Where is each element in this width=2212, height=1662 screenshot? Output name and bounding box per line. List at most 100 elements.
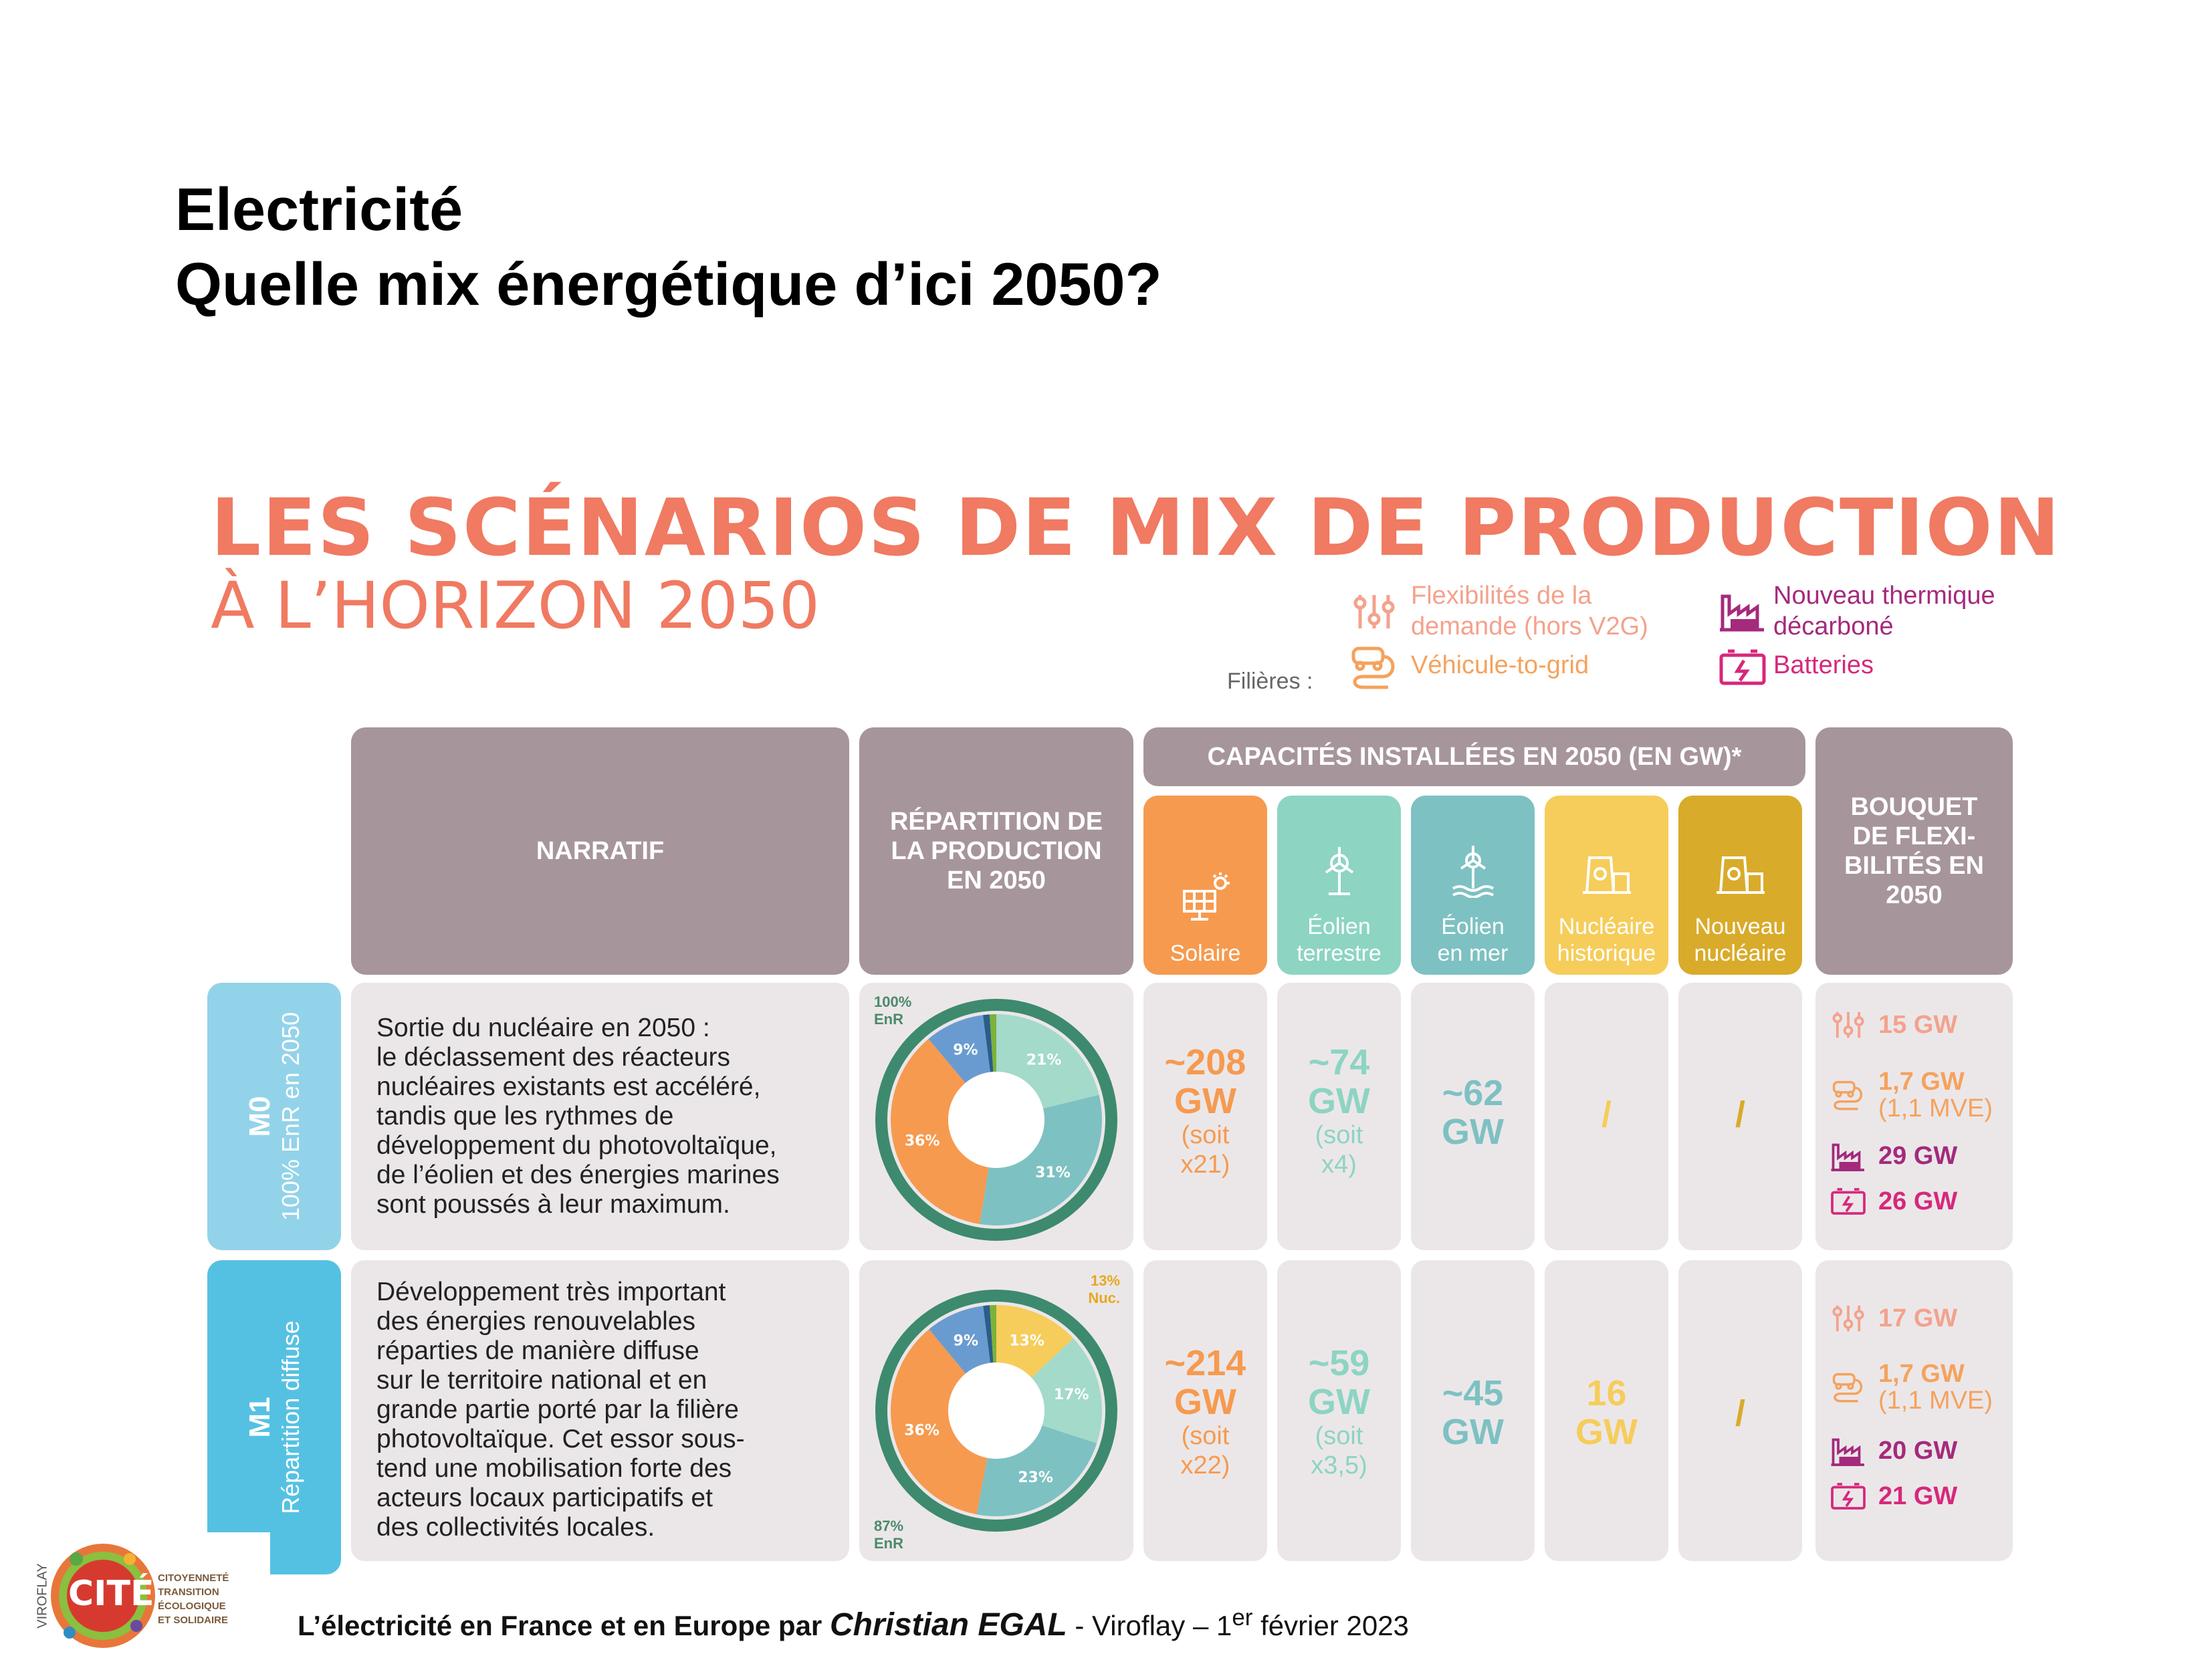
donut-label: 9%: [953, 1042, 978, 1059]
donut-segment: [989, 1014, 996, 1072]
column-nucleaire-historique: Nucléaire historique: [1545, 796, 1668, 975]
legend-v2g: Véhicule-to-grid: [1411, 651, 1589, 679]
scenario-m1-eolien-terrestre-cell: ~59 GW (soit x3,5): [1277, 1260, 1401, 1561]
column-solaire-label: Solaire: [1170, 941, 1241, 966]
narrative-line: grande partie porté par la filière: [376, 1395, 739, 1424]
scenario-m0-donut: 21% 31% 36% 9%: [875, 999, 1117, 1241]
logo-main-text: CITÉS: [68, 1574, 179, 1614]
column-nucleaire-historique-label: Nucléaire: [1558, 914, 1655, 939]
capacity-value: /: [1601, 1094, 1612, 1135]
scenario-m0-donut-top-label: 100% EnR: [874, 993, 912, 1028]
scenario-m1-eolien-mer-cell: ~45 GW: [1411, 1260, 1535, 1561]
v2g-icon: [1832, 1080, 1863, 1110]
capacity-note: (soit: [1181, 1121, 1230, 1149]
donut-label: 31%: [1035, 1165, 1071, 1181]
capacity-note: x4): [1321, 1151, 1357, 1179]
flex-value: 1,7 GW: [1878, 1360, 1965, 1388]
donut-label: 36%: [904, 1423, 939, 1439]
capacity-value: 16: [1586, 1373, 1627, 1413]
scenario-m1-solaire-cell: ~214 GW (soit x22): [1143, 1260, 1267, 1561]
scenario-m0-solaire-cell: ~208 GW (soit x21): [1143, 983, 1267, 1250]
legend-thermal: Nouveau thermique décarboné: [1773, 582, 1995, 640]
slide-title-line-1: Electricité: [175, 176, 463, 243]
donut-segment: [891, 1038, 989, 1225]
narrative-line: développement du photovoltaïque,: [376, 1131, 777, 1160]
infographic-title: LES SCÉNARIOS DE MIX DE PRODUCTION: [211, 481, 2062, 574]
scenario-m0-eolien-terrestre-cell: ~74 GW (soit x4): [1277, 983, 1401, 1250]
capacity-value: ~74: [1308, 1042, 1370, 1082]
column-nouveau-nucleaire-label: Nouveau: [1694, 914, 1786, 939]
header-repartition: RÉPARTITION DE LA PRODUCTION EN 2050: [859, 727, 1133, 975]
header-capacites: CAPACITÉS INSTALLÉES EN 2050 (EN GW)*: [1143, 727, 1805, 786]
flex-value: 15 GW: [1878, 1011, 1958, 1039]
scenario-m1-narrative: Développement très important des énergie…: [376, 1278, 745, 1542]
footer-date: février 2023: [1252, 1610, 1409, 1641]
slide-title: Electricité Quelle mix énergétique d’ici…: [175, 172, 1162, 322]
capacity-value: ~45: [1442, 1373, 1504, 1413]
scenario-m0-name: 100% EnR en 2050: [277, 1012, 304, 1221]
scenario-m0-nucleaire-historique-cell: /: [1545, 983, 1668, 1250]
flex-value: 20 GW: [1878, 1437, 1958, 1465]
battery-icon: [1719, 647, 1767, 687]
donut-segment: [990, 1305, 996, 1363]
donut-segment: [980, 1094, 1102, 1225]
scenario-m1-donut-cell: 13% Nuc. 13% 17% 23% 36% 9% 87% EnR: [859, 1260, 1133, 1561]
capacity-note: x21): [1180, 1151, 1230, 1179]
donut-label: 17%: [1054, 1387, 1089, 1403]
scenario-m0-donut-cell: 100% EnR 21% 31% 36% 9%: [859, 983, 1133, 1250]
header-bouquet: BOUQUET DE FLEXI-BILITÉS EN 2050: [1815, 727, 2013, 975]
column-nouveau-nucleaire-label-2: nucléaire: [1694, 941, 1787, 966]
scenario-m1-donut-bottom-label: 87% EnR: [874, 1518, 904, 1552]
column-eolien-terrestre-label: Éolien: [1307, 914, 1371, 939]
narrative-line: Sortie du nucléaire en 2050 :: [376, 1014, 710, 1042]
capacity-unit: GW: [1174, 1081, 1236, 1121]
capacity-value: ~59: [1308, 1343, 1370, 1383]
donut-segment: [891, 1329, 988, 1515]
narrative-line: des énergies renouvelables: [376, 1307, 695, 1336]
narrative-line: des collectivités locales.: [376, 1513, 655, 1542]
logo-side-text: VIROFLAY: [35, 1563, 50, 1629]
scenario-m0-label: M0 100% EnR en 2050: [207, 983, 341, 1250]
scenario-m1-label: M1 Répartition diffuse: [207, 1260, 341, 1574]
footer-sup: er: [1232, 1605, 1253, 1631]
donut-segment: [996, 1014, 1099, 1109]
logo-tag: TRANSITION ÉCOLOGIQUE: [158, 1586, 226, 1612]
battery-icon: [1831, 1188, 1866, 1215]
column-nouveau-nucleaire: Nouveau nucléaire: [1678, 796, 1802, 975]
v2g-icon: [1348, 643, 1400, 691]
donut-label: 13%: [1009, 1332, 1044, 1349]
donut-segment: [982, 1014, 994, 1072]
capacity-unit: GW: [1575, 1412, 1638, 1452]
flex-value: 29 GW: [1878, 1142, 1958, 1170]
donut-segment: [996, 1305, 1074, 1378]
narrative-line: de l’éolien et des énergies marines: [376, 1161, 780, 1189]
column-eolien-mer: Éolien en mer: [1411, 796, 1535, 975]
donut-segment: [1031, 1338, 1102, 1443]
capacity-unit: GW: [1442, 1412, 1504, 1452]
demand-flex-icon: [1351, 588, 1398, 635]
scenario-m1-nouveau-nucleaire-cell: /: [1678, 1260, 1802, 1561]
cites-logo: VIROFLAY CITÉS CITOYENNETÉ TRANSITION ÉC…: [29, 1532, 270, 1659]
battery-icon: [1831, 1483, 1866, 1510]
capacity-note: (soit: [1181, 1422, 1230, 1450]
capacity-note: x22): [1180, 1451, 1230, 1479]
capacity-value: /: [1735, 1094, 1745, 1135]
narrative-line: nucléaires existants est accéléré,: [376, 1072, 761, 1101]
donut-label: 9%: [954, 1332, 978, 1349]
wind-turbine-icon: [1313, 844, 1366, 913]
narrative-line: réparties de manière diffuse: [376, 1336, 699, 1365]
legend-battery: Batteries: [1773, 651, 1874, 679]
column-eolien-terrestre-label-2: terrestre: [1297, 941, 1381, 966]
thermal-plant-icon: [1831, 1143, 1864, 1171]
flex-value: 21 GW: [1878, 1482, 1958, 1510]
infographic: LES SCÉNARIOS DE MIX DE PRODUCTION À L’H…: [201, 468, 2060, 1578]
flex-sub: (1,1 MVE): [1878, 1094, 1993, 1122]
capacity-note: (soit: [1315, 1121, 1363, 1149]
capacity-value: ~62: [1442, 1073, 1504, 1113]
scenario-m1-narrative-cell: Développement très important des énergie…: [351, 1260, 849, 1561]
logo-tag: ET SOLIDAIRE: [158, 1615, 229, 1626]
column-nucleaire-historique-label-2: historique: [1557, 941, 1656, 966]
column-eolien-terrestre: Éolien terrestre: [1277, 796, 1401, 975]
footer-place: - Viroflay – 1: [1067, 1610, 1232, 1641]
demand-flex-icon: [1832, 1012, 1864, 1038]
